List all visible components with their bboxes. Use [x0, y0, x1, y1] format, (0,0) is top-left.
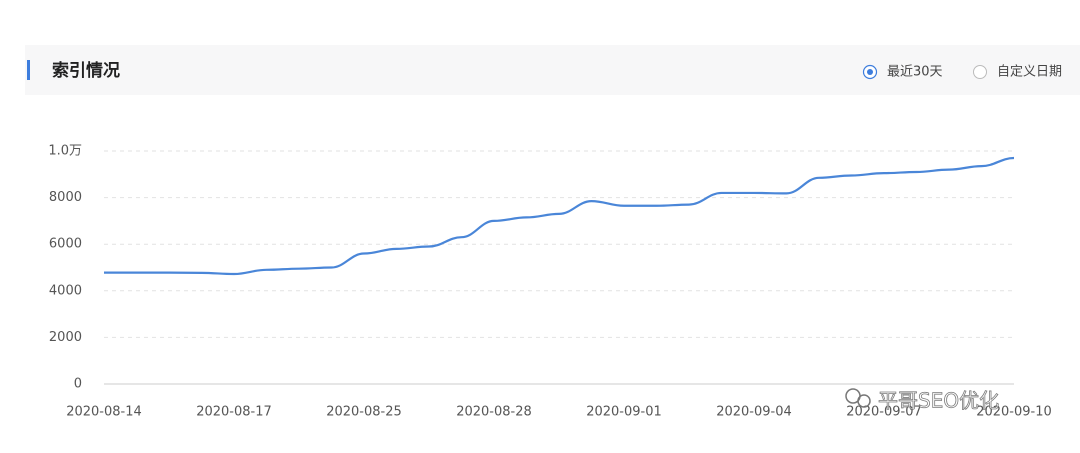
- chart: 0 2000 4000 6000 8000 1.0万 2020-08-14 2020-08-1…: [48, 144, 1051, 420]
- x-tick-label: 2020-09-04: [716, 405, 792, 420]
- y-tick-label: 2000: [49, 330, 82, 345]
- header-band: [25, 45, 1080, 95]
- panel-title: 索引情况: [52, 60, 120, 81]
- watermark-icon: [857, 394, 871, 408]
- y-tick-label: 6000: [49, 237, 82, 252]
- radio-dot: [867, 69, 873, 75]
- x-tick-label: 2020-08-17: [196, 405, 272, 420]
- y-tick-label: 1.0万: [48, 144, 82, 159]
- x-tick-label: 2020-09-07: [846, 405, 922, 420]
- x-tick-label: 2020-08-25: [326, 405, 402, 420]
- x-tick-label: 2020-08-28: [456, 405, 532, 420]
- y-tick-label: 4000: [49, 283, 82, 298]
- watermark: 平哥SEO优化: [845, 388, 999, 413]
- y-tick-label: 0: [74, 377, 82, 392]
- radio[interactable]: [973, 65, 987, 79]
- y-tick-label: 8000: [49, 190, 82, 205]
- x-tick-label: 2020-09-10: [976, 405, 1052, 420]
- watermark-text: 平哥SEO优化: [878, 389, 999, 413]
- data-line: [104, 156, 1015, 276]
- radio-label[interactable]: 自定义日期: [997, 65, 1062, 80]
- radio-label[interactable]: 最近30天: [887, 65, 943, 80]
- x-tick-label: 2020-08-14: [66, 405, 142, 420]
- header-accent: [27, 60, 30, 80]
- x-tick-label: 2020-09-01: [586, 405, 662, 420]
